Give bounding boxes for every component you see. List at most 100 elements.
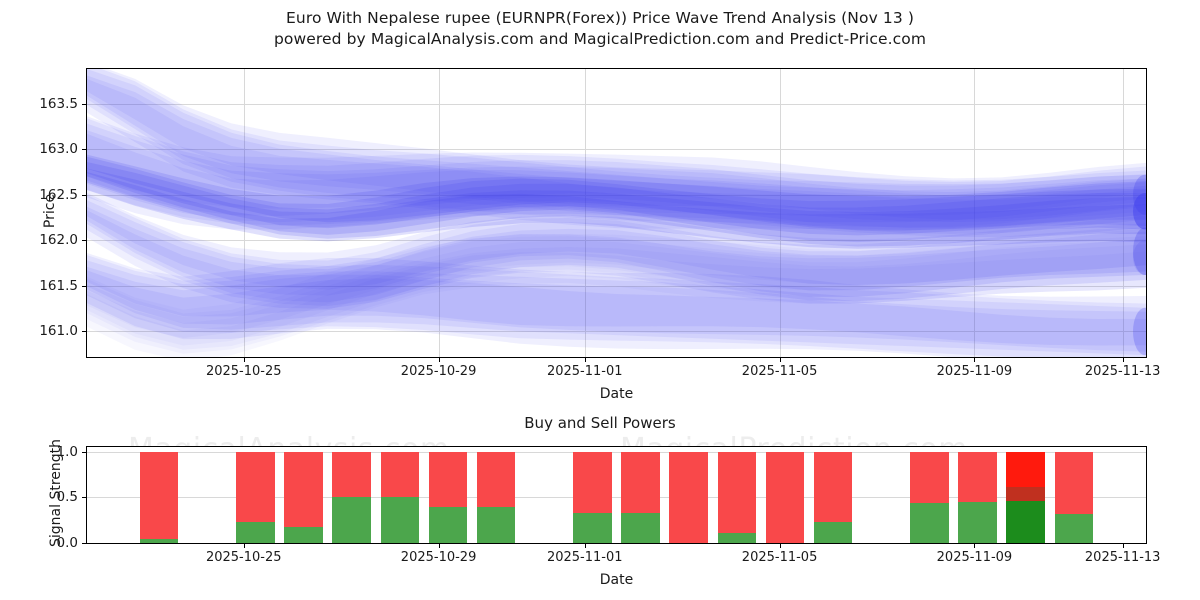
bar-segment-sell (284, 451, 323, 528)
signal-bar[interactable] (1054, 451, 1094, 543)
gridline (584, 69, 586, 357)
gridline (87, 240, 1146, 242)
x-axis-tick-label: 2025-10-29 (400, 550, 477, 565)
wave-band-cap (1133, 174, 1146, 215)
x-axis-tick-label: 2025-11-09 (936, 550, 1013, 565)
signal-bar[interactable] (380, 451, 420, 543)
y-axis-tick-label: 162.0 (39, 232, 78, 249)
bar-segment-buy (380, 497, 420, 543)
signal-bar[interactable] (332, 451, 371, 543)
y-axis-tick-mark (82, 149, 86, 151)
price-chart-y-axis-label: Price (42, 193, 58, 229)
wave-band-band-outer-upper (87, 69, 1146, 213)
y-axis-tick-mark (82, 194, 86, 196)
x-axis-tick-label: 2025-11-05 (741, 364, 818, 379)
x-axis-tick-label: 2025-11-01 (546, 364, 623, 379)
y-axis-tick-mark (82, 240, 86, 242)
bar-segment-sell (1006, 451, 1045, 488)
wave-band-band-mid-wide (87, 200, 1146, 303)
bar-segment-sell (765, 451, 805, 543)
gridline (87, 497, 1146, 499)
x-axis-tick-label: 2025-11-01 (546, 550, 623, 565)
x-axis-tick-mark (974, 544, 976, 548)
price-chart-x-axis-label: Date (599, 386, 634, 402)
wave-band-band-faint-low (87, 251, 1146, 357)
x-axis-tick-mark (779, 358, 781, 362)
wave-band-cap (1133, 307, 1146, 356)
wave-band-band-upper-mid (87, 123, 1146, 228)
signal-bar[interactable] (236, 451, 275, 543)
price-chart-plot-area (86, 68, 1147, 358)
wave-band-band-core-dark (87, 171, 1146, 249)
bar-segment-buy (717, 532, 757, 543)
gridline (87, 103, 1146, 105)
x-axis-tick-mark (584, 358, 586, 362)
x-axis-tick-label: 2025-11-05 (741, 550, 818, 565)
signal-bar[interactable] (765, 451, 805, 543)
wave-band-band-mid-wide (87, 192, 1146, 290)
signal-bar[interactable] (139, 451, 179, 543)
x-axis-tick-mark (974, 358, 976, 362)
signal-bar[interactable] (813, 451, 853, 543)
bar-segment-buy (139, 538, 179, 543)
bar-segment-sell (717, 451, 757, 533)
wave-band-band-upper-mid (87, 116, 1146, 220)
signal-bar[interactable] (476, 451, 516, 543)
bar-segment-sell (621, 451, 660, 514)
bar-segment-buy (476, 507, 516, 543)
signal-bar[interactable] (910, 451, 949, 543)
bar-segment-buy (1006, 500, 1045, 543)
bar-segment-sell (428, 451, 468, 508)
y-axis-tick-label: 161.5 (39, 277, 78, 294)
bar-segment-sell (813, 451, 853, 523)
wave-band-cap (1133, 240, 1146, 275)
bar-segment-sell (236, 451, 275, 523)
wave-band-band-core-dark (87, 156, 1146, 236)
x-axis-tick-label: 2025-10-25 (205, 364, 282, 379)
page-title: Euro With Nepalese rupee (EURNPR(Forex))… (0, 8, 1200, 50)
signal-bar[interactable] (669, 451, 708, 543)
bar-segment-buy (332, 497, 371, 543)
bar-segment-buy (428, 507, 468, 543)
bar-segment-sell (958, 451, 997, 502)
bar-segment-buy (958, 501, 997, 543)
x-axis-tick-mark (1122, 358, 1124, 362)
gridline (87, 543, 1146, 544)
signal-chart-x-axis-label: Date (599, 572, 634, 588)
wave-band-band-outer-upper (87, 69, 1146, 223)
x-axis-tick-label: 2025-10-25 (205, 550, 282, 565)
bar-segment-buy (573, 512, 612, 543)
gridline (87, 194, 1146, 196)
wave-band-band-upper-mid (87, 118, 1146, 222)
wave-band-band-core-dark (87, 161, 1146, 243)
x-axis-tick-label: 2025-11-13 (1084, 550, 1161, 565)
signal-chart-y-axis-label: Signal Strength (48, 439, 64, 548)
bar-segment-sell (573, 451, 612, 513)
signal-bar[interactable] (573, 451, 612, 543)
wave-band-band-lower-wide (87, 255, 1146, 352)
signal-bar[interactable] (284, 451, 323, 543)
x-axis-tick-label: 2025-11-09 (936, 364, 1013, 379)
wave-band-band-upper-mid (87, 130, 1146, 234)
y-axis-tick-label: 163.5 (39, 95, 78, 112)
wave-band-band-lower-wide (87, 266, 1146, 357)
wave-band-band-faint-low (87, 240, 1146, 350)
gridline (779, 69, 781, 357)
gridline (243, 69, 245, 357)
bar-segment-sell (910, 451, 949, 503)
wave-band-band-mid-wide (87, 210, 1146, 309)
wave-band-band-lower-wide (87, 253, 1146, 346)
signal-bar[interactable] (717, 451, 757, 543)
x-axis-tick-mark (584, 544, 586, 548)
title-line-1: Euro With Nepalese rupee (EURNPR(Forex))… (286, 9, 914, 27)
wave-band-band-upper-mid (87, 133, 1146, 238)
signal-bar[interactable] (428, 451, 468, 543)
wave-band-band-lower-wide (87, 260, 1146, 356)
signal-bar[interactable] (621, 451, 660, 543)
gridline (974, 69, 976, 357)
y-axis-tick-mark (82, 497, 86, 499)
signal-bar[interactable] (958, 451, 997, 543)
bar-segment-buy (1054, 513, 1094, 543)
signal-bar[interactable] (1006, 451, 1045, 543)
x-axis-tick-mark (243, 358, 245, 362)
